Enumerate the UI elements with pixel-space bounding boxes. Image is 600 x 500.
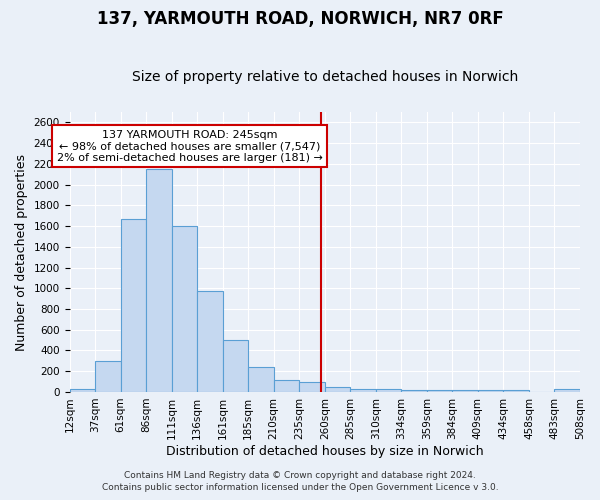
Bar (350, 389, 376, 392)
Bar (478, 390, 503, 392)
Bar (121, 219, 146, 392)
Bar (503, 390, 529, 392)
Bar (223, 340, 248, 392)
Bar (248, 366, 274, 392)
Bar (95, 361, 121, 392)
Bar (70, 390, 95, 392)
Bar (274, 380, 299, 392)
Bar (554, 390, 580, 392)
X-axis label: Distribution of detached houses by size in Norwich: Distribution of detached houses by size … (166, 444, 484, 458)
Bar (401, 390, 427, 392)
Bar (325, 388, 350, 392)
Y-axis label: Number of detached properties: Number of detached properties (15, 154, 28, 350)
Bar (299, 382, 325, 392)
Bar (452, 390, 478, 392)
Title: Size of property relative to detached houses in Norwich: Size of property relative to detached ho… (131, 70, 518, 85)
Bar (146, 169, 172, 392)
Text: 137 YARMOUTH ROAD: 245sqm
← 98% of detached houses are smaller (7,547)
2% of sem: 137 YARMOUTH ROAD: 245sqm ← 98% of detac… (56, 130, 322, 163)
Bar (197, 291, 223, 392)
Text: Contains HM Land Registry data © Crown copyright and database right 2024.
Contai: Contains HM Land Registry data © Crown c… (101, 471, 499, 492)
Bar (172, 226, 197, 392)
Bar (376, 390, 401, 392)
Bar (427, 390, 452, 392)
Text: 137, YARMOUTH ROAD, NORWICH, NR7 0RF: 137, YARMOUTH ROAD, NORWICH, NR7 0RF (97, 10, 503, 28)
